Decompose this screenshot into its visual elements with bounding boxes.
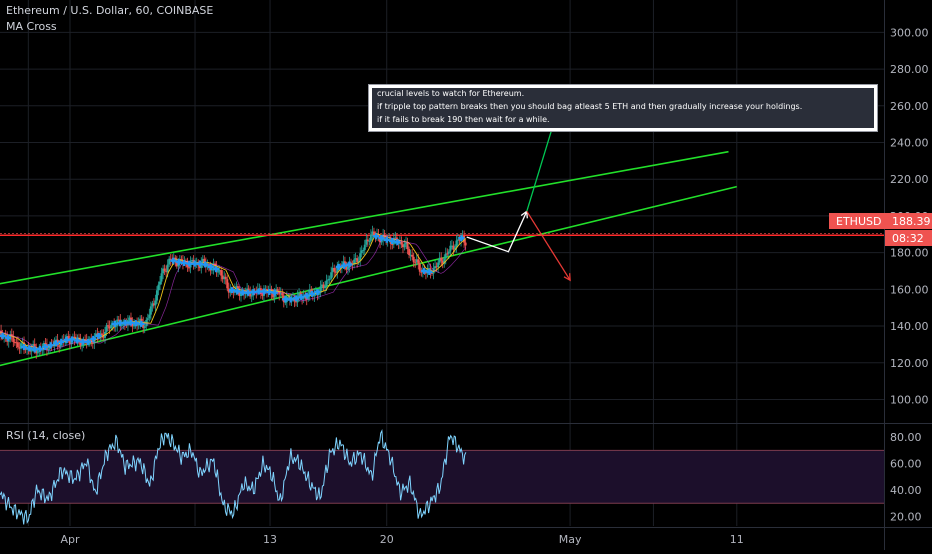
candle-body	[161, 273, 163, 281]
candle-body	[408, 249, 410, 255]
y-tick-label-6: 220.00	[890, 173, 929, 186]
candle-body	[251, 295, 253, 296]
candle-body	[81, 345, 83, 346]
indicator-label: MA Cross	[6, 20, 57, 33]
y-tick-label-10: 300.00	[890, 26, 929, 39]
candle-body	[167, 265, 169, 272]
candle-body	[150, 306, 152, 314]
candle-body	[419, 264, 421, 272]
y-tick-label-1: 120.00	[890, 357, 929, 370]
y-tick-label-7: 240.00	[890, 136, 929, 149]
candle-body	[368, 241, 370, 242]
candle-body	[324, 286, 326, 288]
candle-body	[333, 268, 335, 272]
y-tick-label-2: 140.00	[890, 320, 929, 333]
rsi-tick-label-2: 60.00	[890, 458, 922, 471]
rsi-tick-label-1: 40.00	[890, 484, 922, 497]
y-tick-label-3: 160.00	[890, 283, 929, 296]
candle-body	[414, 262, 416, 263]
candle-body	[326, 280, 328, 286]
y-tick-label-4: 180.00	[890, 247, 929, 260]
candle-body	[330, 272, 332, 279]
candle-body	[417, 259, 419, 263]
candle-body	[373, 232, 375, 236]
candle-body	[411, 255, 413, 257]
candle-body	[413, 257, 415, 263]
symbol-badge-label: ETHUSD	[836, 215, 881, 228]
candle-body	[284, 302, 286, 303]
candle-body	[440, 258, 442, 261]
rsi-title: RSI (14, close)	[6, 429, 85, 442]
candle-body	[157, 285, 159, 291]
candle-body	[281, 293, 283, 295]
candle-body	[164, 269, 166, 272]
candle-body	[47, 349, 49, 350]
x-tick-label-1: 13	[263, 533, 277, 546]
candle-body	[465, 243, 467, 246]
candle-body	[455, 241, 457, 248]
candle-body	[107, 325, 109, 326]
annotation-box: crucial levels to watch for Ethereum. if…	[368, 84, 878, 132]
candle-body	[359, 253, 361, 261]
x-tick-label-0: Apr	[60, 533, 80, 546]
y-tick-label-0: 100.00	[890, 393, 929, 406]
annotation-line-1: crucial levels to watch for Ethereum.	[377, 89, 524, 98]
candle-body	[448, 252, 450, 254]
annotation-inner: crucial levels to watch for Ethereum. if…	[372, 88, 874, 128]
rsi-tick-label-3: 80.00	[890, 431, 922, 444]
candle-body	[329, 279, 331, 280]
candle-body	[362, 250, 364, 251]
candle-body	[154, 301, 156, 306]
candle-body	[400, 242, 402, 245]
candle-body	[17, 342, 19, 347]
rsi-tick-label-0: 20.00	[890, 510, 922, 523]
candle-body	[110, 325, 112, 329]
candle-body	[220, 270, 222, 275]
candle-body	[437, 263, 439, 268]
candle-body	[147, 318, 149, 320]
y-tick-label-8: 260.00	[890, 100, 929, 113]
last-price-label: 188.39	[892, 215, 931, 228]
candle-body	[217, 272, 219, 273]
candle-body	[225, 277, 227, 279]
candle-body	[156, 290, 158, 300]
candle-body	[407, 242, 409, 249]
x-tick-label-2: 20	[380, 533, 394, 546]
candle-body	[367, 240, 369, 242]
annotation-line-3: if it fails to break 190 then wait for a…	[377, 115, 550, 124]
candle-body	[37, 350, 39, 353]
x-tick-label-4: 11	[730, 533, 744, 546]
candle-body	[404, 244, 406, 247]
candle-body	[364, 245, 366, 250]
countdown-label: 08:32	[892, 232, 924, 245]
y-tick-label-9: 280.00	[890, 63, 929, 76]
candle-body	[370, 235, 372, 241]
candle-body	[144, 326, 146, 328]
candle-body	[148, 315, 150, 319]
candle-body	[159, 282, 161, 285]
x-tick-label-3: May	[559, 533, 582, 546]
annotation-line-2: if tripple top pattern breaks then you s…	[377, 102, 802, 111]
candle-body	[226, 279, 228, 288]
chart-title: Ethereum / U.S. Dollar, 60, COINBASE	[6, 4, 213, 17]
